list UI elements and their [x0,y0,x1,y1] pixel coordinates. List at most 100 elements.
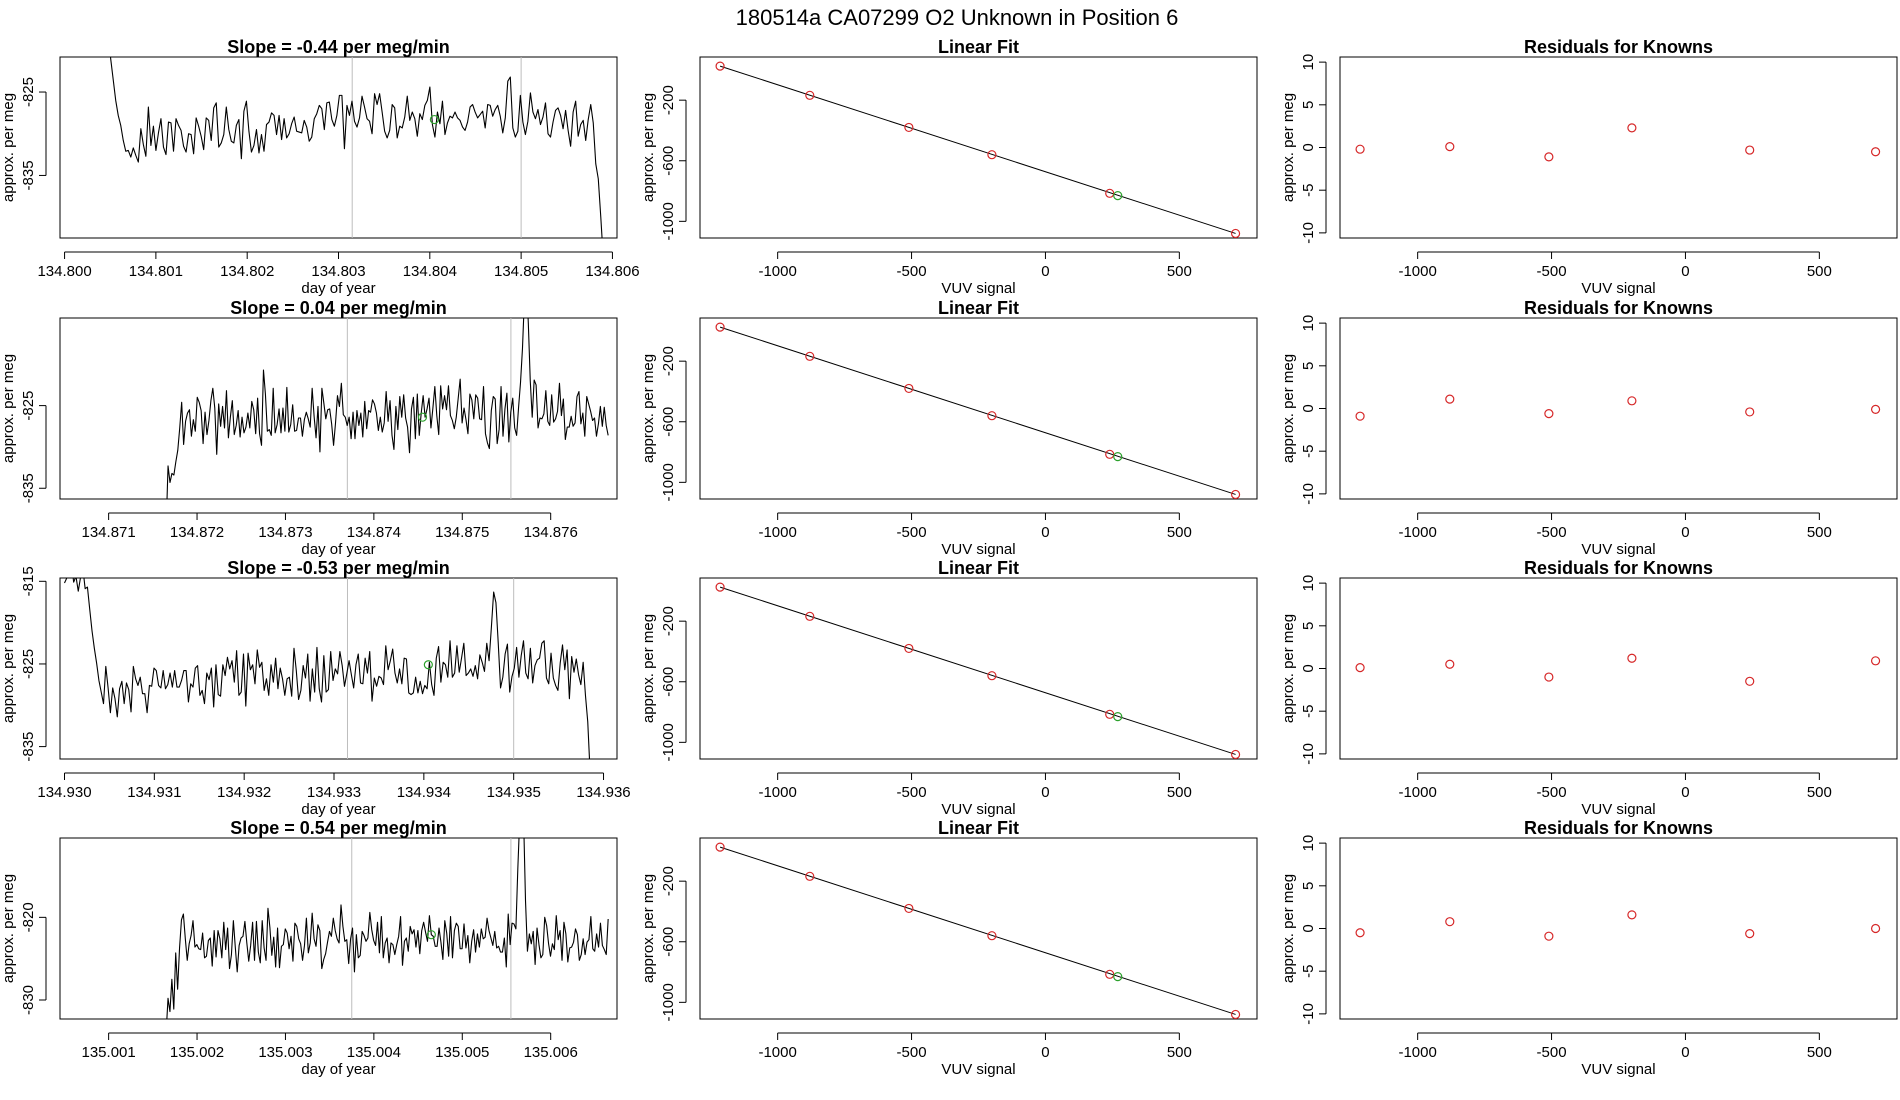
known-point [1627,910,1637,920]
known-point [1870,656,1881,666]
data-layer [715,842,1241,1019]
known-point [1230,749,1241,759]
y-tick-label: -5 [1300,445,1317,458]
chart-title: Linear Fit [938,298,1019,318]
known-point [1745,929,1755,939]
known-point [1105,188,1115,198]
data-layer [166,318,609,499]
figure-title: 180514a CA07299 O2 Unknown in Position 6 [736,5,1179,30]
y-tick-label: -600 [660,407,677,437]
chart-title: Linear Fit [938,37,1019,57]
x-tick-label: 134.931 [127,784,181,801]
fit-line [719,586,1236,755]
x-tick-label: 500 [1167,784,1192,801]
y-tick-label: 0 [1300,924,1317,932]
chart-panel-2: Slope = 0.04 per meg/min 134.871 134.872 13… [0,298,618,558]
x-tick-label: 134.873 [258,524,312,541]
known-point [904,903,914,914]
data-layer [1355,653,1881,686]
x-tick-label: 500 [1807,524,1832,541]
y-tick-label: -10 [1300,483,1317,505]
time-series-line [166,838,609,1019]
x-tick-label: -500 [1537,784,1567,801]
plot-frame [699,577,1258,760]
known-point [1445,659,1455,669]
y-axis-label: approx. per meg [640,354,657,463]
y-tick-label: -5 [1300,705,1317,718]
x-tick-label: 134.802 [220,263,274,280]
known-point [1627,653,1637,663]
x-tick-label: 134.933 [307,784,361,801]
chart-title: Linear Fit [938,818,1019,838]
known-point [715,582,725,592]
x-tick-label: 134.930 [37,784,91,801]
y-tick-label: -835 [20,473,37,503]
chart-title: Linear Fit [938,558,1019,578]
x-tick-label: 134.801 [129,263,183,280]
x-tick-label: 135.005 [435,1044,489,1061]
chart-title: Residuals for Knowns [1524,558,1713,578]
y-tick-label: -815 [20,566,37,596]
x-tick-label: 500 [1167,524,1192,541]
y-tick-label: -5 [1300,184,1317,197]
x-tick-label: 134.936 [576,784,630,801]
known-point [1627,123,1637,133]
x-tick-label: -500 [1537,263,1567,280]
known-point [1445,394,1455,404]
x-tick-label: 134.805 [494,263,548,280]
unknown-mean-point [417,412,428,422]
x-axis-label: VUV signal [941,1061,1015,1078]
plot-frame [699,56,1258,239]
x-tick-label: 0 [1041,524,1049,541]
x-tick-label: 134.803 [311,263,365,280]
y-axis-label: approx. per meg [1280,93,1297,202]
x-tick-label: -500 [897,784,927,801]
x-axis-label: day of year [301,541,375,558]
y-axis-label: approx. per meg [1280,874,1297,983]
x-tick-label: 0 [1041,1044,1049,1061]
x-tick-label: -1000 [1398,524,1436,541]
known-point [1230,228,1241,238]
known-point [1544,672,1554,682]
known-point [1544,931,1554,941]
x-axis-label: VUV signal [1581,801,1655,818]
unknown-mean-point [423,660,433,670]
y-tick-label: -825 [20,649,37,679]
data-layer [715,582,1241,759]
x-tick-label: 500 [1807,263,1832,280]
known-point [1445,142,1455,152]
x-tick-label: -500 [897,524,927,541]
y-tick-label: -1000 [660,983,677,1021]
fit-line [719,846,1236,1015]
plot-frame [1339,56,1898,239]
known-point [1105,709,1115,719]
x-tick-label: 134.876 [524,524,578,541]
unknown-point [1113,190,1123,201]
known-point [1355,411,1365,421]
y-tick-label: 10 [1300,835,1317,852]
known-point [1355,928,1365,938]
x-tick-label: 134.800 [37,263,91,280]
data-layer [1355,123,1881,162]
time-series-line [63,578,591,759]
known-point [1745,676,1755,686]
x-tick-label: 135.003 [258,1044,312,1061]
x-axis-label: day of year [301,801,375,818]
x-tick-label: 500 [1807,1044,1832,1061]
y-axis-label: approx. per meg [640,874,657,983]
time-series-line [166,318,609,499]
known-point [1105,449,1115,459]
x-tick-label: 500 [1807,784,1832,801]
plot-frame [59,577,618,760]
known-point [805,871,815,881]
y-tick-label: -825 [20,391,37,421]
data-layer [109,57,603,238]
data-layer [1355,910,1881,941]
chart-panel-9: Residuals for Knowns -1000 -500 0 500 VUV sig… [1280,37,1898,297]
y-tick-label: -200 [660,85,677,115]
fit-line [719,65,1236,234]
known-point [1230,1009,1241,1019]
plot-frame [1339,837,1898,1020]
known-point [987,931,997,941]
